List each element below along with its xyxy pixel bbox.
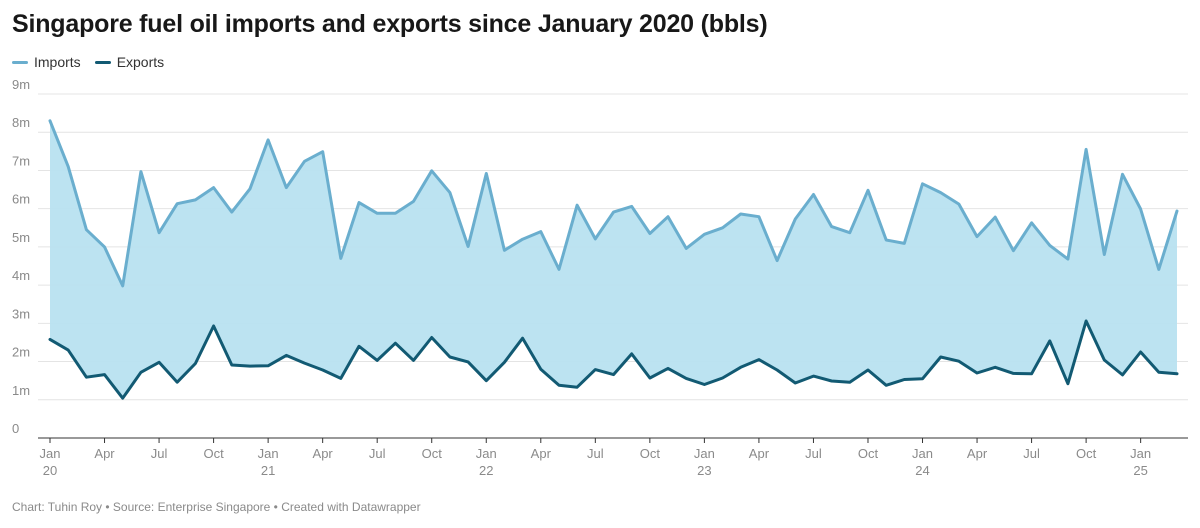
x-tick-label: Jul	[587, 446, 604, 461]
x-tick-label: Jan	[1130, 446, 1151, 461]
x-tick-label: Jul	[1023, 446, 1040, 461]
range-area-fill	[50, 120, 1177, 399]
x-tick-year-label: 24	[915, 463, 929, 478]
x-tick-label: Jan	[258, 446, 279, 461]
y-tick-label: 8m	[12, 115, 30, 130]
x-tick-label: Apr	[531, 446, 552, 461]
legend-label-imports: Imports	[34, 54, 81, 70]
x-tick-label: Oct	[203, 446, 224, 461]
x-tick-label: Oct	[422, 446, 443, 461]
legend-swatch-imports	[12, 60, 28, 64]
legend: Imports Exports	[12, 54, 164, 70]
series-line-imports	[48, 119, 1179, 288]
x-tick-label: Jan	[476, 446, 497, 461]
x-tick-label: Jan	[694, 446, 715, 461]
x-tick-label: Jan	[912, 446, 933, 461]
legend-swatch-exports	[94, 60, 111, 64]
x-tick-label: Apr	[967, 446, 988, 461]
x-tick-year-label: 21	[261, 463, 275, 478]
x-tick-label: Jul	[805, 446, 822, 461]
x-tick-label: Apr	[94, 446, 115, 461]
x-tick-label: Oct	[858, 446, 879, 461]
x-tick-year-label: 22	[479, 463, 493, 478]
x-tick-year-label: 25	[1133, 463, 1147, 478]
x-tick-year-label: 23	[697, 463, 711, 478]
x-tick-label: Apr	[749, 446, 770, 461]
x-tick-year-label: 20	[43, 463, 57, 478]
x-tick-label: Oct	[1076, 446, 1097, 461]
y-tick-label: 3m	[12, 306, 30, 321]
legend-label-exports: Exports	[116, 54, 165, 70]
x-tick-label: Apr	[313, 446, 334, 461]
y-tick-label: 0	[12, 421, 19, 436]
x-tick-label: Jan	[40, 446, 61, 461]
x-tick-label: Oct	[640, 446, 661, 461]
x-tick-label: Jul	[369, 446, 386, 461]
x-tick-label: Jul	[151, 446, 168, 461]
chart-title: Singapore fuel oil imports and exports s…	[12, 10, 768, 38]
y-tick-label: 7m	[12, 153, 30, 168]
legend-item-imports: Imports	[12, 54, 81, 70]
y-tick-label: 4m	[12, 268, 30, 283]
y-tick-label: 1m	[12, 383, 30, 398]
y-tick-label: 9m	[12, 77, 30, 92]
series-line-exports	[48, 319, 1179, 400]
y-tick-label: 2m	[12, 345, 30, 360]
y-tick-label: 6m	[12, 192, 30, 207]
legend-item-exports: Exports	[94, 54, 165, 70]
y-tick-label: 5m	[12, 230, 30, 245]
chart-footer: Chart: Tuhin Roy • Source: Enterprise Si…	[12, 500, 421, 514]
